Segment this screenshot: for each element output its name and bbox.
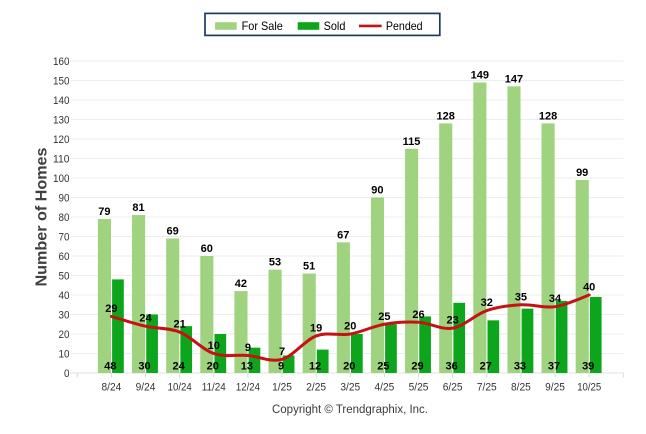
svg-text:Number of Homes: Number of Homes [34,147,51,286]
svg-text:27: 27 [480,360,492,372]
svg-text:60: 60 [201,243,213,255]
svg-text:10: 10 [59,349,70,361]
svg-text:36: 36 [446,360,458,372]
svg-text:69: 69 [167,225,179,237]
svg-text:23: 23 [447,315,459,327]
svg-text:9: 9 [245,342,251,354]
svg-text:24: 24 [139,313,152,325]
svg-text:120: 120 [53,134,70,146]
svg-text:10/24: 10/24 [168,381,192,393]
svg-text:30: 30 [138,360,150,372]
svg-text:42: 42 [235,278,247,290]
svg-text:5/25: 5/25 [409,381,429,393]
svg-text:51: 51 [303,261,315,273]
svg-text:11/24: 11/24 [202,381,226,393]
svg-text:39: 39 [582,360,594,372]
svg-text:13: 13 [241,360,253,372]
svg-text:115: 115 [403,136,421,148]
svg-text:90: 90 [371,185,383,197]
svg-text:35: 35 [515,291,527,303]
svg-text:24: 24 [173,360,186,372]
svg-text:Copyright © Trendgraphix, Inc.: Copyright © Trendgraphix, Inc. [272,404,428,416]
svg-text:128: 128 [437,110,455,122]
svg-text:40: 40 [59,290,70,302]
svg-text:19: 19 [310,322,322,334]
svg-text:48: 48 [104,360,116,372]
svg-text:79: 79 [98,206,110,218]
svg-text:26: 26 [412,309,424,321]
svg-text:32: 32 [481,297,493,309]
svg-text:130: 130 [53,115,70,127]
svg-text:3/25: 3/25 [340,381,360,393]
svg-text:67: 67 [337,229,349,241]
svg-text:30: 30 [59,310,70,322]
svg-text:2/25: 2/25 [306,381,326,393]
svg-text:9/24: 9/24 [136,381,156,393]
svg-text:60: 60 [59,251,70,263]
svg-text:8/24: 8/24 [102,381,122,393]
svg-text:21: 21 [174,319,186,331]
svg-text:90: 90 [59,193,70,205]
svg-text:140: 140 [53,95,70,107]
svg-text:4/25: 4/25 [375,381,395,393]
svg-text:25: 25 [377,360,389,372]
svg-text:40: 40 [583,282,595,294]
svg-text:10: 10 [208,340,220,352]
svg-text:20: 20 [59,329,70,341]
svg-text:9: 9 [278,360,284,372]
svg-text:100: 100 [53,173,70,185]
svg-text:53: 53 [269,257,281,269]
svg-text:8/25: 8/25 [511,381,531,393]
svg-text:25: 25 [378,311,390,323]
svg-text:70: 70 [59,232,70,244]
svg-text:Pended: Pended [386,19,423,33]
svg-text:110: 110 [53,154,70,166]
svg-text:81: 81 [132,202,144,214]
svg-text:150: 150 [53,76,70,88]
svg-text:29: 29 [411,360,423,372]
svg-text:147: 147 [505,73,523,85]
svg-text:20: 20 [343,360,355,372]
svg-text:33: 33 [514,360,526,372]
svg-text:10/25: 10/25 [577,381,601,393]
svg-text:1/25: 1/25 [272,381,292,393]
svg-text:7: 7 [279,346,285,358]
svg-text:50: 50 [59,271,70,283]
svg-text:34: 34 [549,293,562,305]
svg-text:6/25: 6/25 [443,381,463,393]
svg-text:12/24: 12/24 [236,381,260,393]
svg-text:20: 20 [344,321,356,333]
svg-text:7/25: 7/25 [477,381,497,393]
svg-text:128: 128 [539,110,557,122]
svg-text:99: 99 [576,167,588,179]
svg-text:20: 20 [207,360,219,372]
svg-text:9/25: 9/25 [545,381,565,393]
svg-text:37: 37 [548,360,560,372]
svg-text:160: 160 [53,56,70,68]
svg-text:80: 80 [59,212,70,224]
svg-text:0: 0 [64,368,70,380]
svg-text:12: 12 [309,360,321,372]
svg-text:149: 149 [471,69,489,81]
svg-text:For Sale: For Sale [242,19,284,33]
svg-text:29: 29 [105,303,117,315]
svg-text:Sold: Sold [324,19,346,33]
